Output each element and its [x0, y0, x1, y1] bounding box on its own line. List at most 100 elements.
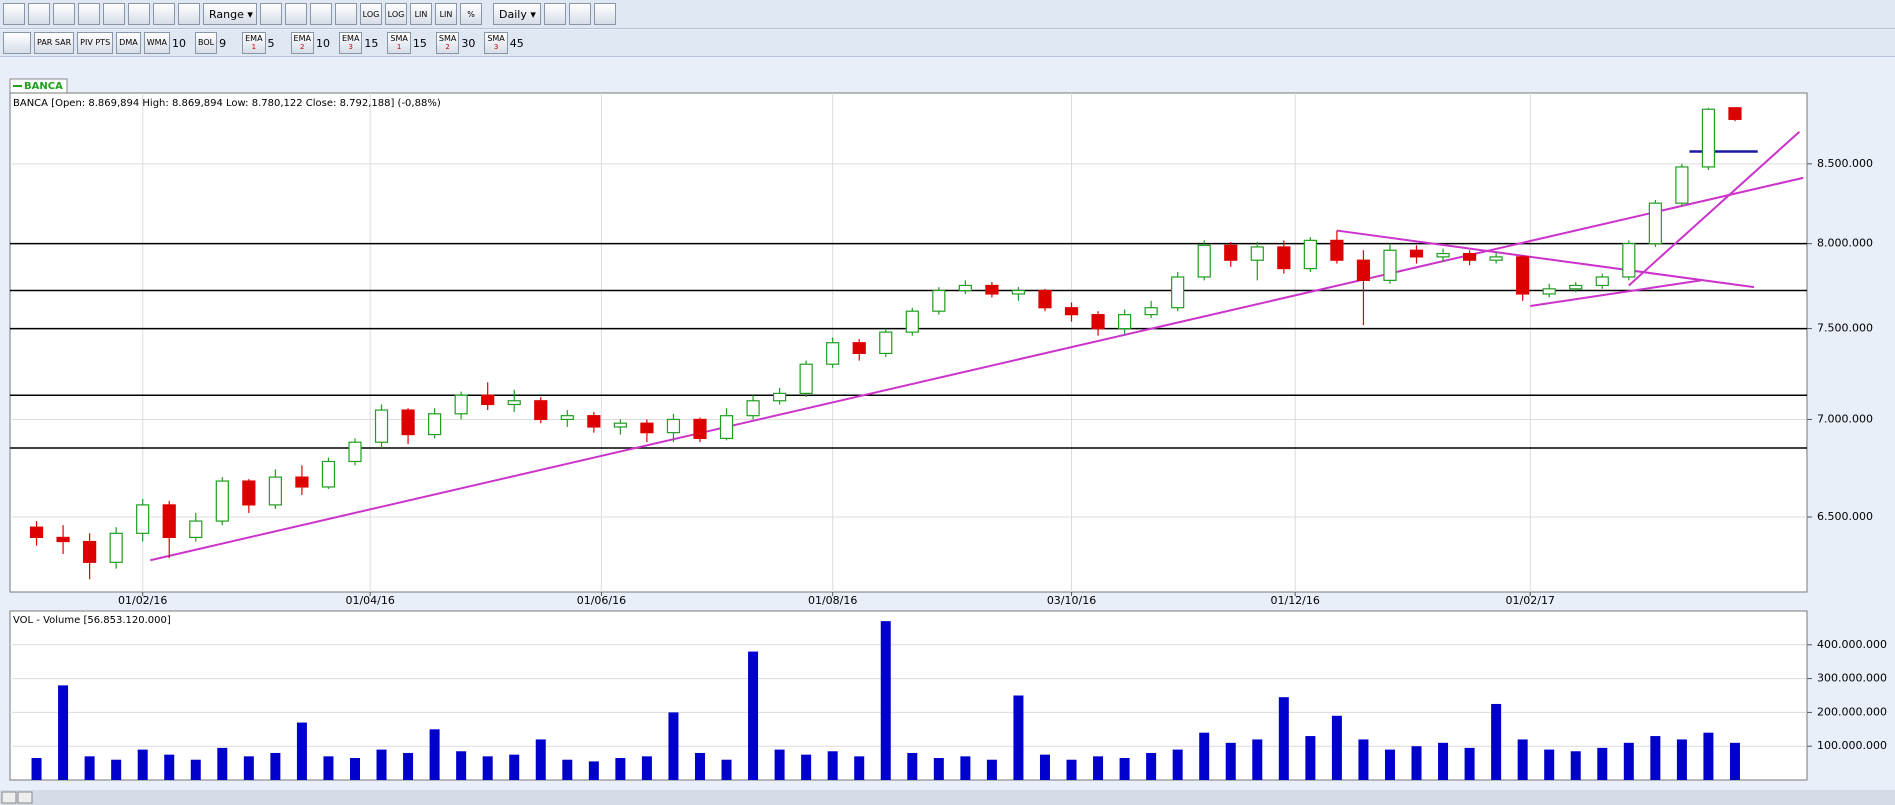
volume-bar	[1278, 697, 1289, 780]
indicator: SMA 3 45	[484, 32, 529, 54]
volume-bar	[482, 756, 493, 780]
indicator-button[interactable]: EMA 1	[242, 32, 266, 54]
tool-button[interactable]	[78, 3, 100, 25]
indicator-period: 30	[461, 36, 476, 50]
candle-body	[1595, 276, 1609, 287]
volume-bar	[137, 749, 148, 780]
indicator-button[interactable]: SMA 3	[484, 32, 508, 54]
candle-body	[348, 441, 362, 463]
volume-bar	[1305, 736, 1316, 780]
candle-body	[640, 422, 654, 434]
tool-button[interactable]	[103, 3, 125, 25]
indicator: BOL 9	[195, 32, 239, 54]
tool-button[interactable]	[28, 3, 50, 25]
volume-bar	[907, 752, 918, 780]
indicator-button[interactable]: SMA 1	[387, 32, 411, 54]
indicator-name: EMA	[341, 34, 360, 43]
indicator: PIV PTS	[77, 32, 114, 54]
tool-button[interactable]	[128, 3, 150, 25]
candle-body	[83, 540, 97, 563]
scale-button[interactable]: LIN	[435, 3, 457, 25]
candle-body	[587, 415, 601, 428]
volume-bar	[880, 621, 891, 780]
indicator-name: SMA	[390, 34, 408, 43]
y-tick-label: 7.500.000	[1817, 322, 1873, 335]
candle-body	[1224, 244, 1238, 261]
tool-button[interactable]	[260, 3, 282, 25]
volume-bar	[1411, 746, 1422, 780]
candle-body	[428, 413, 442, 436]
interval-dropdown[interactable]: Daily ▾	[493, 3, 541, 25]
tool-button[interactable]	[310, 3, 332, 25]
candle-body	[1277, 246, 1291, 270]
indicator-button[interactable]: DMA	[116, 32, 141, 54]
indicator-name: PIV PTS	[80, 38, 111, 47]
volume-bar	[217, 747, 228, 780]
indicator-button[interactable]: EMA 2	[290, 32, 314, 54]
candle-body	[507, 400, 521, 406]
tool-button[interactable]	[594, 3, 616, 25]
tool-button[interactable]	[178, 3, 200, 25]
indicator: SMA 2 30	[435, 32, 481, 54]
tool-button[interactable]	[335, 3, 357, 25]
indicator-button[interactable]: WMA	[143, 32, 170, 54]
y-tick-label: 400.000.000	[1817, 638, 1887, 651]
x-tick-label: 01/12/16	[1270, 594, 1319, 607]
candle-body	[534, 400, 548, 421]
volume-bar	[1093, 756, 1104, 780]
volume-bar	[1119, 758, 1130, 780]
scale-button[interactable]: %	[460, 3, 482, 25]
indicator-button[interactable]: PIV PTS	[77, 32, 114, 54]
candle-body	[1117, 314, 1132, 330]
volume-bar	[403, 752, 414, 780]
volume-bar	[164, 754, 175, 780]
candle-body	[932, 289, 946, 312]
indicator-period: 15	[364, 36, 379, 50]
indicator-button[interactable]: SMA 2	[435, 32, 460, 54]
chart-header: VOL - Volume [56.853.120.000]	[13, 615, 171, 626]
indicator: EMA 2 10	[290, 32, 336, 54]
candle-body	[1011, 289, 1026, 295]
candle-body	[1648, 202, 1662, 245]
indicator-button[interactable]: EMA 3	[338, 32, 363, 54]
candle-body	[879, 331, 893, 355]
scale-button[interactable]: LOG	[360, 3, 382, 25]
candle-body	[162, 504, 176, 539]
tool-button[interactable]	[3, 32, 31, 54]
tool-button[interactable]	[53, 3, 75, 25]
tool-button[interactable]	[544, 3, 566, 25]
indicator: DMA	[116, 32, 141, 54]
volume-bar	[1676, 739, 1687, 780]
candle-body	[666, 418, 681, 434]
tool-button[interactable]	[569, 3, 591, 25]
tool-button[interactable]	[153, 3, 175, 25]
scale-button[interactable]: LOG	[385, 3, 407, 25]
candle-body	[905, 310, 919, 333]
status-bar	[0, 790, 1895, 805]
range-dropdown[interactable]: Range ▾	[203, 3, 257, 25]
candle-body	[1171, 276, 1185, 309]
scale-button[interactable]: LIN	[410, 3, 432, 25]
volume-plot	[9, 610, 1808, 781]
tool-button[interactable]	[285, 3, 307, 25]
y-tick-label: 8.000.000	[1817, 237, 1873, 250]
candle-body	[1038, 289, 1052, 309]
volume-bar	[854, 756, 865, 780]
candle-body	[1250, 246, 1264, 261]
tool-button[interactable]	[3, 3, 25, 25]
volume-bar	[1013, 695, 1024, 780]
volume-bar	[456, 751, 467, 780]
volume-bar	[1597, 747, 1608, 780]
indicator-button[interactable]: PAR SAR	[34, 32, 75, 54]
volume-bar	[986, 759, 997, 780]
volume-bar	[429, 729, 440, 780]
volume-bar	[1199, 732, 1210, 780]
indicator-button[interactable]: BOL	[195, 32, 218, 54]
volume-bar	[1438, 742, 1449, 780]
candle-body	[613, 422, 627, 428]
indicator: SMA 1 15	[387, 32, 432, 54]
volume-bar	[1464, 747, 1475, 780]
volume-bar	[668, 712, 679, 780]
status-icon	[1, 791, 17, 804]
candle-body	[799, 363, 813, 394]
